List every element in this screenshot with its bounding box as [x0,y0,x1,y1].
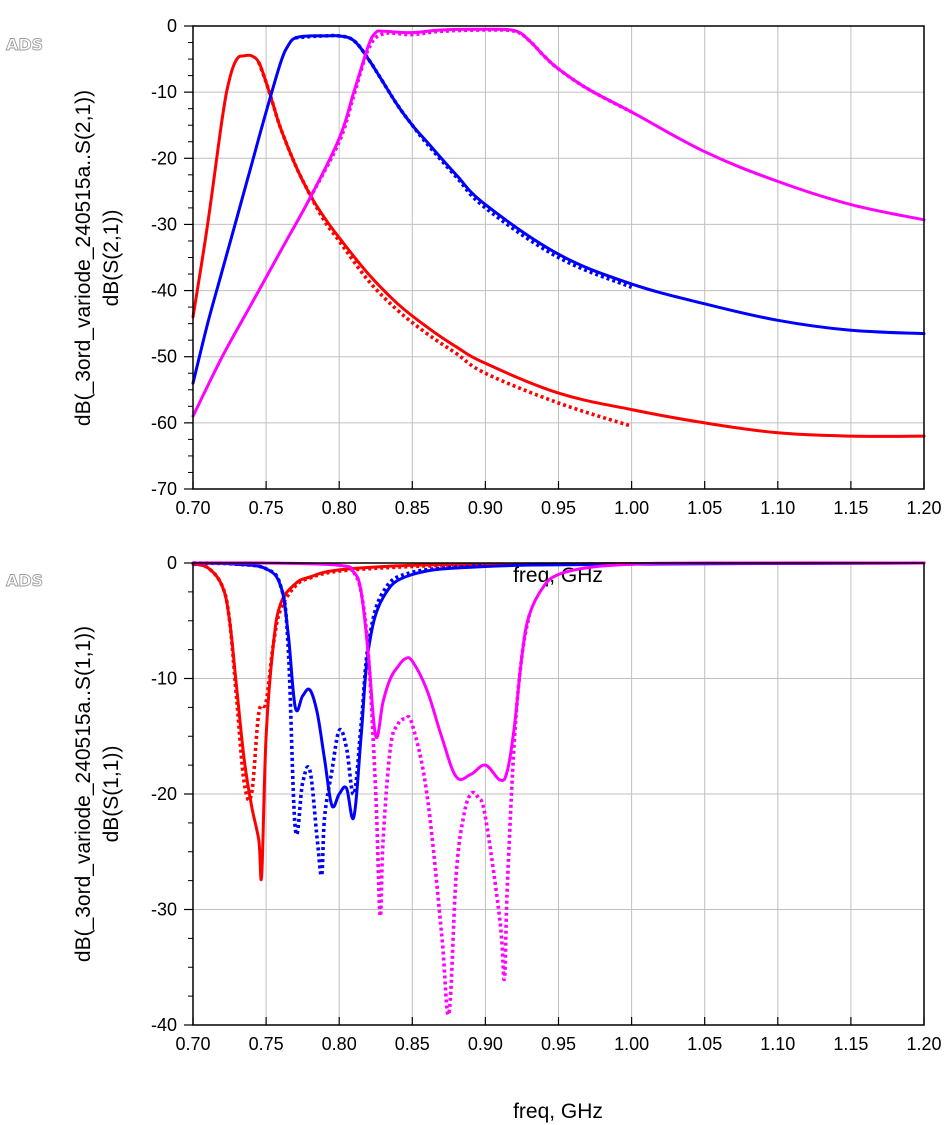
series-red-dotted-s11 [192,562,486,803]
ads-logo-bottom: ADS [6,571,43,590]
x-tick-label-s21: 0.95 [541,498,576,518]
x-tick-label-s21: 0.85 [395,498,430,518]
series-group-s11 [191,561,926,1017]
ticks-s11: 0.70 0.75 0.80 0.85 0.90 0.95 1.00 1.05 1.10 1.15… [151,553,942,1054]
series-magenta-dotted-s21 [308,28,633,199]
series-group-s21 [191,27,926,438]
chart-s11: ADS dB(_3ord_variode_240515a..S(1,1)) dB… [6,553,942,1123]
y-axis-label-s21-line1: dB(_3ord_variode_240515a..S(2,1)) [72,90,95,426]
y-tick-label-s21: -30 [151,214,177,234]
x-tick-label-s21: 0.90 [468,498,503,518]
series-blue-dotted-s11 [192,561,486,878]
x-tick-label-s11: 0.70 [175,1034,210,1054]
gridlines-s11 [193,563,924,1025]
y-tick-label-s11: -30 [151,900,177,920]
x-tick-label-s21: 1.20 [906,498,941,518]
x-tick-label-s21: 0.70 [175,498,210,518]
x-tick-label-s11: 0.75 [249,1034,284,1054]
series-blue-solid-s21 [191,34,926,385]
y-tick-label-s21: -50 [151,347,177,367]
y-tick-label-s21: -20 [151,148,177,168]
y-tick-label-s21: 0 [167,16,177,36]
ads-logo-top: ADS [6,35,43,54]
y-tick-label-s11: -20 [151,784,177,804]
x-tick-label-s11: 0.90 [468,1034,503,1054]
y-axis-label-s11-line1: dB(_3ord_variode_240515a..S(1,1)) [72,626,95,962]
chart-s21: ADS dB(_3ord_variode_240515a..S(2,1)) dB… [6,16,942,587]
x-tick-label-s21: 1.05 [687,498,722,518]
x-tick-label-s11: 0.80 [322,1034,357,1054]
series-magenta-solid-s21 [191,27,926,418]
y-axis-label-s11-line2: dB(S(1,1)) [100,746,123,843]
series-red-dotted-s21 [257,61,633,428]
y-tick-label-s21: -70 [151,479,177,499]
y-tick-label-s11: 0 [167,553,177,573]
x-tick-label-s11: 0.95 [541,1034,576,1054]
x-tick-label-s11: 1.00 [614,1034,649,1054]
x-tick-label-s21: 0.80 [322,498,357,518]
x-tick-label-s11: 1.10 [760,1034,795,1054]
x-tick-label-s21: 1.15 [833,498,868,518]
x-tick-label-s11: 1.15 [833,1034,868,1054]
x-tick-label-s11: 1.20 [906,1034,941,1054]
ticks-s21: 0.70 0.75 0.80 0.85 0.90 0.95 1.00 1.05 1.10 1.15… [151,16,942,518]
x-tick-label-s11: 1.05 [687,1034,722,1054]
y-tick-label-s21: -10 [151,82,177,102]
y-tick-label-s11: -10 [151,669,177,689]
x-tick-label-s21: 0.75 [249,498,284,518]
series-blue-dotted-s21 [295,33,633,289]
y-axis-label-s21-line2: dB(S(2,1)) [100,210,123,307]
y-tick-label-s21: -60 [151,413,177,433]
x-tick-label-s11: 0.85 [395,1034,430,1054]
x-tick-label-s21: 1.00 [614,498,649,518]
series-magenta-dotted-s11 [352,571,532,1017]
x-axis-label-bottom: freq, GHz [513,1100,603,1123]
x-tick-label-s21: 1.10 [760,498,795,518]
y-tick-label-s11: -40 [151,1015,177,1035]
y-tick-label-s21: -40 [151,281,177,301]
